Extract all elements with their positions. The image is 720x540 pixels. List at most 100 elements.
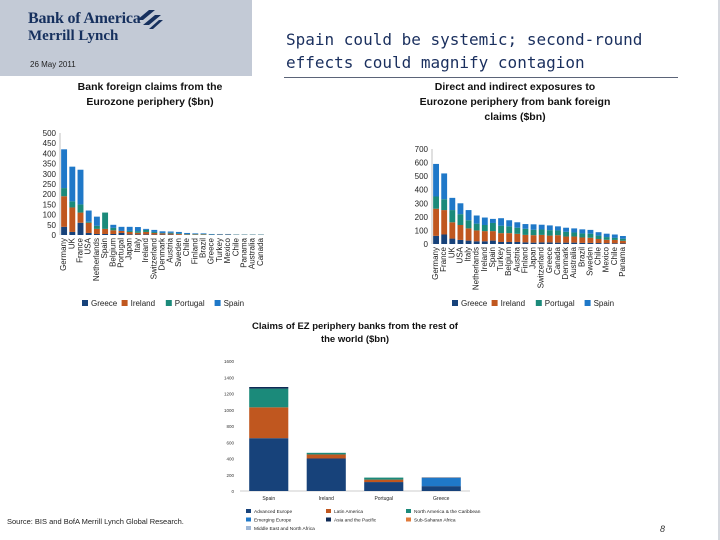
chart3-title-line2: the world ($bn) bbox=[320, 334, 390, 345]
chart1-bar-spain bbox=[126, 226, 133, 231]
chart1-bar-ireland bbox=[126, 231, 133, 235]
chart2-bar-ireland bbox=[546, 235, 553, 243]
chart1-category-label: Panama bbox=[240, 237, 249, 267]
chart1-bar-spain bbox=[184, 232, 191, 234]
chart3-bar-segment bbox=[364, 479, 404, 483]
chart1-bar-ireland bbox=[159, 233, 166, 235]
chart2-bar-greece bbox=[506, 241, 513, 244]
chart3-category-label: Ireland bbox=[319, 496, 335, 502]
chart2-bar-greece bbox=[473, 241, 480, 244]
chart3-legend-swatch bbox=[326, 517, 331, 522]
chart2-bar-portugal bbox=[563, 231, 569, 237]
chart2-category-label: Brazil bbox=[577, 247, 586, 267]
chart2-category-label: Germany bbox=[431, 247, 440, 280]
chart2-bar-spain bbox=[465, 210, 472, 221]
chart3-legend-swatch bbox=[246, 509, 251, 513]
chart1-bar-ireland bbox=[93, 228, 100, 234]
chart2-bar-ireland bbox=[506, 233, 513, 242]
chart2-bar-portugal bbox=[473, 223, 480, 231]
chart3-legend-label: Advanced Europe bbox=[254, 509, 292, 515]
chart1-bar-portugal bbox=[77, 204, 84, 213]
chart1-bar-ireland bbox=[69, 207, 76, 232]
chart2-bar-ireland bbox=[457, 225, 464, 240]
chart3-category-label: Portugal bbox=[374, 496, 393, 502]
chart1-legend-label: Greece bbox=[91, 299, 118, 308]
chart2-bar-spain bbox=[514, 222, 521, 228]
chart2-bar-spain bbox=[595, 232, 602, 236]
chart2-category-label: Finland bbox=[520, 247, 529, 273]
chart3-bar-segment bbox=[249, 438, 289, 491]
chart1-bar-greece bbox=[69, 231, 76, 235]
chart2-bar-greece bbox=[571, 242, 578, 244]
chart2-category-label: Turkey bbox=[496, 247, 505, 271]
chart2-legend-swatch bbox=[584, 300, 591, 306]
chart1-bar-spain bbox=[118, 226, 125, 231]
chart1-bar-ireland bbox=[118, 230, 125, 233]
chart2-bar-ireland bbox=[522, 234, 529, 243]
chart2-bar-greece bbox=[514, 241, 521, 244]
chart2-bar-spain bbox=[555, 226, 561, 231]
chart1-category-label: Japan bbox=[125, 238, 134, 260]
chart1-bar-portugal bbox=[93, 225, 100, 229]
chart2-bar-greece bbox=[603, 243, 610, 244]
chart1-bar-portugal bbox=[151, 231, 158, 233]
chart2-bar-greece bbox=[611, 243, 618, 244]
chart3-bar-segment bbox=[364, 477, 404, 480]
right-edge-rule bbox=[718, 0, 720, 540]
chart3-bar-segment bbox=[421, 478, 461, 487]
chart2-legend-label: Spain bbox=[594, 299, 614, 308]
chart2-bar-greece bbox=[449, 238, 456, 244]
chart3-bar-segment bbox=[249, 407, 289, 439]
chart2-bar-greece bbox=[522, 242, 529, 244]
chart2-bar-portugal bbox=[587, 233, 594, 238]
chart1-ytick-label: 250 bbox=[43, 180, 57, 189]
chart1-bar-spain bbox=[69, 166, 76, 202]
chart3-ytick-label: 0 bbox=[231, 489, 234, 494]
chart3-ytick-label: 600 bbox=[226, 440, 234, 445]
chart2-legend-label: Portugal bbox=[545, 299, 575, 308]
chart2-category-label: Chile bbox=[594, 246, 603, 265]
chart2-bar-spain bbox=[611, 234, 618, 238]
chart2-bar-spain bbox=[530, 224, 537, 230]
page-title: Spain could be systemic; second-round ef… bbox=[286, 28, 706, 74]
chart1-bar-spain bbox=[159, 231, 166, 233]
chart1-category-label: Netherlands bbox=[92, 238, 101, 281]
chart2-bar-ireland bbox=[433, 208, 439, 236]
chart2-title-line1: Direct and indirect exposures to bbox=[434, 81, 596, 93]
chart1-bar-portugal bbox=[167, 232, 174, 234]
chart1-bar-portugal bbox=[61, 188, 68, 197]
chart2-bar-portugal bbox=[481, 225, 488, 232]
chart1-legend-label: Ireland bbox=[131, 299, 155, 308]
chart1-legend-swatch bbox=[214, 300, 221, 306]
chart1-ytick-label: 450 bbox=[43, 139, 57, 148]
chart2-bar-spain bbox=[441, 173, 448, 200]
chart1-legend-label: Portugal bbox=[175, 299, 205, 308]
chart1-bar-greece bbox=[85, 232, 92, 235]
chart1-category-label: Mexico bbox=[223, 237, 232, 263]
chart1-bar-greece bbox=[126, 234, 133, 235]
chart2-ytick-label: 300 bbox=[415, 199, 429, 208]
chart3-legend-label: North America & the Caribbean bbox=[414, 509, 481, 515]
chart2-category-label: USA bbox=[455, 246, 464, 263]
chart2-category-label: Switzerland bbox=[537, 247, 546, 288]
chart1-bar-ireland bbox=[77, 212, 84, 223]
chart2-bar-ireland bbox=[465, 228, 472, 241]
chart2-bar-portugal bbox=[514, 227, 521, 234]
chart3-legend-label: Emerging Europe bbox=[254, 518, 292, 524]
chart3-bar-segment bbox=[364, 482, 404, 491]
chart1-ytick-label: 150 bbox=[43, 200, 57, 209]
chart2-category-label: UK bbox=[447, 246, 456, 258]
chart2-bar-greece bbox=[490, 240, 496, 244]
chart1-bar-portugal bbox=[85, 221, 92, 223]
chart2-bar-spain bbox=[587, 229, 594, 234]
chart2-bar-greece bbox=[538, 242, 545, 244]
chart1-title-line2: Eurozone periphery ($bn) bbox=[86, 96, 214, 108]
chart2-bar-greece bbox=[546, 242, 553, 244]
chart2-bar-ireland bbox=[603, 239, 610, 244]
chart2-ytick-label: 100 bbox=[415, 226, 429, 235]
chart1-legend-swatch bbox=[165, 300, 172, 306]
chart3-legend-swatch bbox=[326, 509, 331, 513]
chart2-category-label: Japan bbox=[529, 247, 538, 269]
chart2-ytick-label: 200 bbox=[415, 213, 429, 222]
